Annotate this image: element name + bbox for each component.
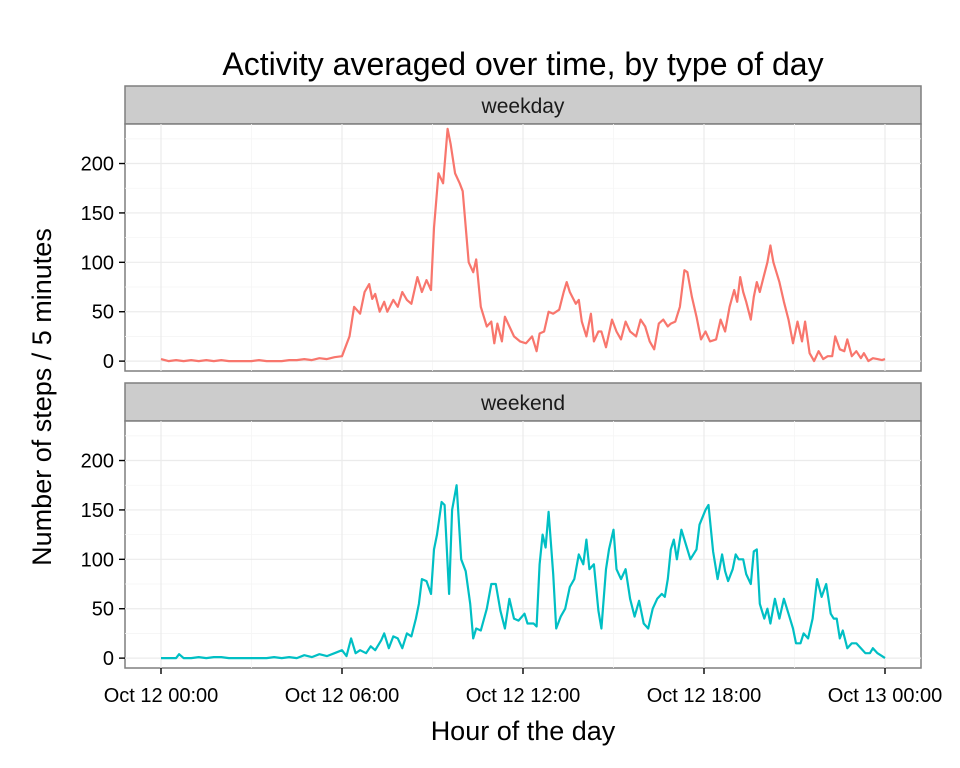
y-tick-label: 0 [103,351,114,373]
y-tick-label: 100 [81,549,114,571]
gridlines-weekday [125,124,921,371]
y-tick-label: 0 [103,648,114,670]
series-line-weekday [160,127,886,363]
y-tick-label: 100 [81,252,114,274]
y-tick-label: 200 [81,154,114,176]
y-tick-label: 150 [81,203,114,225]
y-axis-title: Number of steps / 5 minutes [27,228,57,566]
y-tick-label: 150 [81,500,114,522]
y-tick-label: 50 [92,599,114,621]
x-tick-label: Oct 12 12:00 [466,685,581,707]
x-axis: Oct 12 00:00 Oct 12 06:00 Oct 12 12:00 Oct … [104,668,943,707]
y-axis-weekday: 0 50 100 150 200 [81,154,125,373]
panel-weekday: weekday 0 50 100 150 200 [81,85,922,373]
x-tick-label: Oct 12 00:00 [104,685,219,707]
x-axis-title: Hour of the day [431,716,616,746]
strip-label-weekend: weekend [480,392,565,415]
strip-weekday [124,85,922,125]
y-axis-weekend: 0 50 100 150 200 [81,451,125,670]
y-tick-label: 200 [81,451,114,473]
gridlines-weekend [125,421,921,668]
chart-title: Activity averaged over time, by type of … [222,46,823,82]
strip-label-weekday: weekday [481,95,565,118]
panel-weekend: weekend 0 50 100 150 200 [81,382,922,670]
x-tick-label: Oct 12 18:00 [647,685,762,707]
series-line-weekend [161,484,886,660]
x-tick-label: Oct 13 00:00 [828,685,943,707]
x-tick-label: Oct 12 06:00 [285,685,400,707]
y-tick-label: 50 [92,302,114,324]
